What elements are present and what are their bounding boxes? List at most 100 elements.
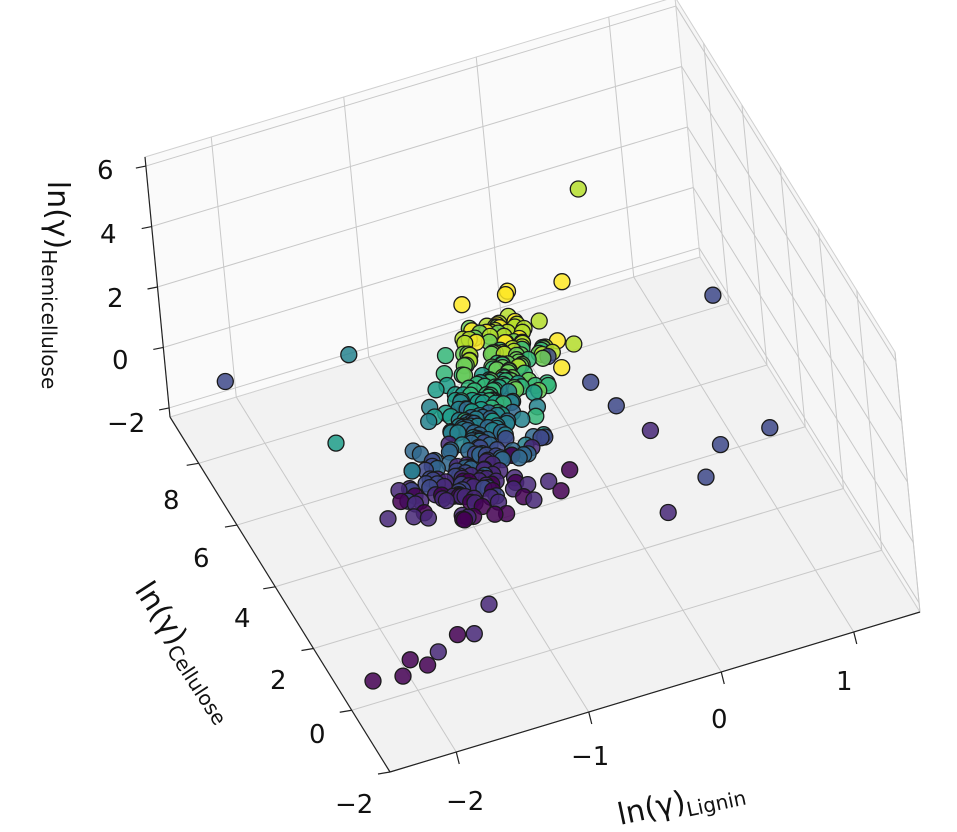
x-axis-ticks: −2 −1 0 1 xyxy=(446,667,853,817)
data-point xyxy=(513,410,531,428)
grid-line xyxy=(681,66,903,422)
y-tick-label: 4 xyxy=(234,604,251,634)
data-point xyxy=(403,462,421,480)
y-tick-label: 6 xyxy=(193,544,210,574)
z-axis-label-sub: Hemicellulose xyxy=(37,249,61,389)
data-point xyxy=(553,358,571,377)
data-point xyxy=(392,492,410,511)
data-point xyxy=(525,384,543,402)
data-point xyxy=(565,335,583,353)
x-tick-label: −2 xyxy=(446,787,484,817)
grid-line xyxy=(145,5,677,167)
data-point xyxy=(607,397,625,415)
x-axis-label: ln(γ)Lignin xyxy=(614,772,748,832)
data-point xyxy=(582,373,600,391)
y-tick-mark xyxy=(186,462,199,466)
axis-lines xyxy=(135,156,921,775)
x-tick-mark xyxy=(455,751,460,765)
data-point xyxy=(418,656,437,674)
data-point xyxy=(510,449,528,467)
y-tick-mark xyxy=(301,647,314,652)
data-point xyxy=(530,312,548,330)
data-point xyxy=(379,510,397,528)
z-axis-label: ln(γ)Hemicellulose xyxy=(37,181,75,390)
data-point xyxy=(327,434,345,452)
data-point xyxy=(364,672,382,690)
grid-line xyxy=(275,426,806,588)
data-point xyxy=(534,349,552,367)
grid-line xyxy=(633,276,855,633)
data-points xyxy=(216,180,779,690)
z-tick-mark xyxy=(135,165,146,169)
y-tick-label: 8 xyxy=(163,486,180,516)
data-point xyxy=(697,468,715,486)
data-point xyxy=(420,412,438,431)
x-axis-label-sub: Lignin xyxy=(684,785,748,821)
y-axis-label-main: ln(γ) xyxy=(127,575,194,652)
y-tick-label: −2 xyxy=(335,790,373,820)
x-tick-mark xyxy=(588,711,593,725)
data-point xyxy=(427,381,445,399)
y-tick-mark xyxy=(263,586,276,590)
data-point xyxy=(704,286,722,304)
grid-line xyxy=(351,549,882,711)
data-point xyxy=(216,372,234,391)
y-axis-line xyxy=(169,416,391,773)
z-tick-mark xyxy=(153,346,164,351)
z-tick-label: 2 xyxy=(107,284,124,314)
data-point xyxy=(465,625,483,643)
data-point xyxy=(496,285,515,304)
data-point xyxy=(455,511,474,529)
data-point xyxy=(480,595,498,613)
data-point xyxy=(761,419,779,437)
data-point xyxy=(437,491,456,510)
z-tick-label: 6 xyxy=(97,156,114,186)
x-tick-mark xyxy=(853,631,858,645)
x-tick-label: 0 xyxy=(711,705,728,735)
data-point xyxy=(527,407,545,425)
grid-line xyxy=(151,66,682,228)
y-axis-label: ln(γ)Cellulose xyxy=(125,575,244,729)
grid-line xyxy=(500,316,722,673)
x-axis-label-main: ln(γ) xyxy=(614,784,688,832)
z-axis-ticks: 6 4 2 0 −2 xyxy=(97,156,145,439)
data-point xyxy=(561,461,579,479)
data-point xyxy=(540,472,558,490)
data-point xyxy=(711,435,730,454)
data-point xyxy=(405,508,423,526)
data-point xyxy=(569,180,587,198)
z-tick-label: −2 xyxy=(107,409,145,439)
grid-line xyxy=(368,356,590,713)
data-point xyxy=(641,421,660,440)
data-point xyxy=(525,491,543,509)
data-point xyxy=(486,505,504,523)
grid-line xyxy=(313,488,844,650)
x-tick-mark xyxy=(720,671,725,685)
y-axis-label-sub: Cellulose xyxy=(162,640,231,729)
axis-panes xyxy=(144,0,921,773)
y-tick-label: 2 xyxy=(270,666,287,696)
data-point xyxy=(659,503,677,522)
data-point xyxy=(552,482,570,500)
y-tick-label: 0 xyxy=(309,720,326,750)
data-point xyxy=(448,625,467,644)
x-tick-label: 1 xyxy=(836,667,853,697)
z-axis-label-main: ln(γ) xyxy=(40,181,75,250)
data-point xyxy=(394,667,412,685)
grid-line xyxy=(168,247,700,409)
data-point xyxy=(419,509,438,527)
z-tick-label: 0 xyxy=(112,346,129,376)
z-tick-label: 4 xyxy=(100,220,117,250)
data-point xyxy=(553,273,571,291)
z-tick-mark xyxy=(159,407,170,411)
data-point xyxy=(429,643,447,661)
grid-line xyxy=(687,126,908,483)
x-axis-line xyxy=(389,611,921,773)
grid-line xyxy=(157,126,688,288)
y-tick-mark xyxy=(377,771,391,775)
data-point xyxy=(453,296,471,314)
z-tick-mark xyxy=(147,286,158,290)
grid-line xyxy=(692,187,914,543)
grid-line xyxy=(675,5,897,362)
